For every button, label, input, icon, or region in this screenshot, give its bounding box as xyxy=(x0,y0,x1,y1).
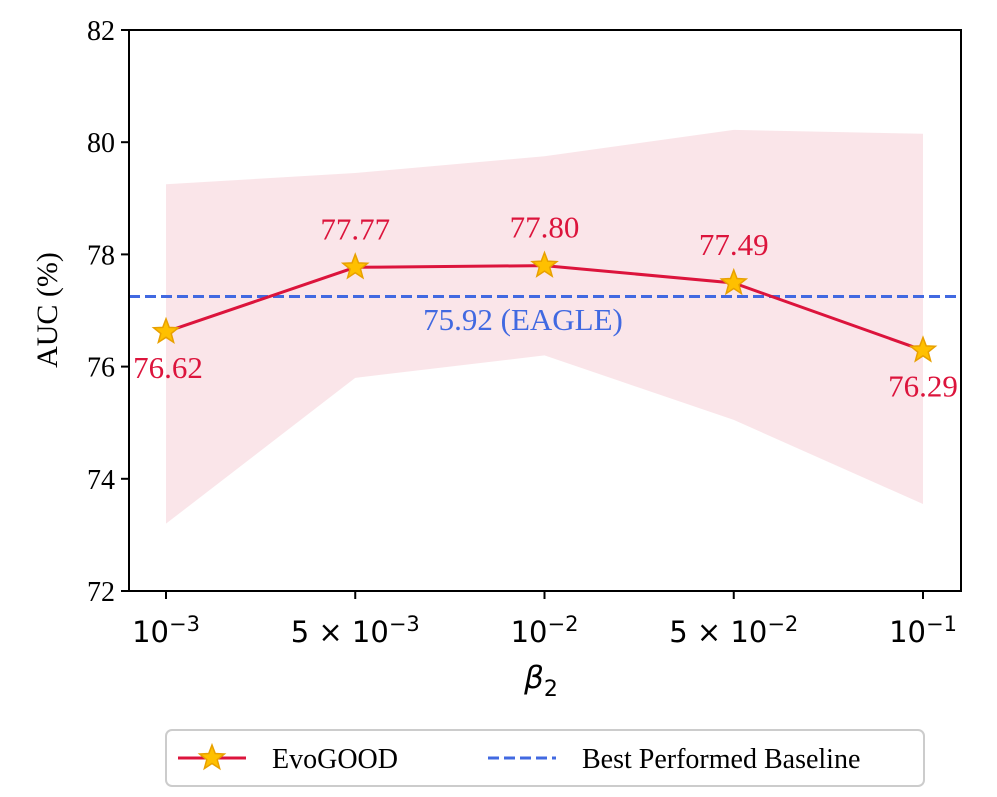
data-label: 76.62 xyxy=(133,350,203,385)
data-point-marker xyxy=(719,267,749,296)
legend-evogood-marker xyxy=(197,742,227,771)
axes-layer: 72 74 76 78 80 82 AUC (%) 10−3 5 × 10−3 10−2 5 × 1… xyxy=(31,16,962,702)
data-label: 76.29 xyxy=(888,368,958,403)
data-label-layer: 76.62 77.77 77.80 77.49 76.29 xyxy=(133,210,958,404)
x-tick-label: 5 × 10−3 xyxy=(291,612,420,649)
y-tick-label: 74 xyxy=(87,465,115,496)
data-point-marker xyxy=(151,316,181,345)
y-tick-label: 80 xyxy=(87,128,115,159)
legend: EvoGOOD Best Performed Baseline xyxy=(165,729,925,787)
data-point-marker xyxy=(340,252,370,280)
legend-baseline-label: Best Performed Baseline xyxy=(582,744,860,775)
data-point-marker xyxy=(908,335,938,363)
y-axis-label: AUC (%) xyxy=(31,252,64,368)
x-axis-label: β2 xyxy=(523,660,558,702)
y-tick-label: 76 xyxy=(87,353,115,384)
y-tick-label: 72 xyxy=(87,577,115,608)
data-label: 77.80 xyxy=(510,210,580,245)
x-tick-label: 10−1 xyxy=(889,612,957,649)
legend-evogood-label: EvoGOOD xyxy=(272,744,398,775)
baseline-label: 75.92 (EAGLE) xyxy=(423,302,623,337)
marker-layer xyxy=(151,250,938,363)
x-tick-label: 5 × 10−2 xyxy=(669,612,798,649)
x-tick-label: 10−2 xyxy=(511,612,579,649)
confidence-band-layer xyxy=(166,129,923,524)
y-tick-label: 82 xyxy=(87,16,115,47)
y-tick-label: 78 xyxy=(87,240,115,271)
x-tick-label: 10−3 xyxy=(132,612,200,649)
data-point-marker xyxy=(530,250,559,278)
data-label: 77.77 xyxy=(320,211,390,246)
confidence-band xyxy=(166,129,923,524)
data-label: 77.49 xyxy=(699,227,769,262)
